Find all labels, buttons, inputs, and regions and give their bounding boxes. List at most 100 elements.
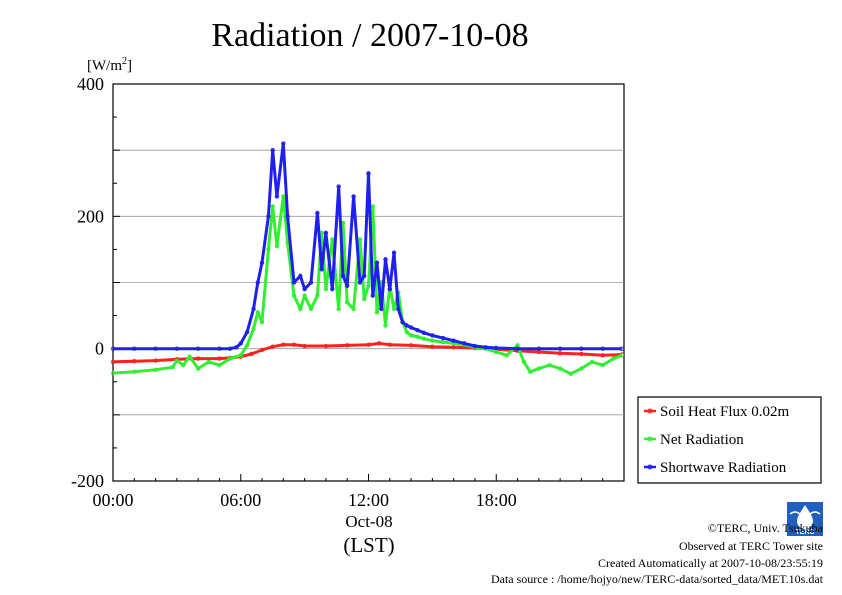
legend-item-shortwave-radiation: Shortwave Radiation [644,460,787,476]
data-point-net-radiation [206,359,212,365]
data-point-shortwave-radiation [330,286,335,292]
data-point-shortwave-radiation [345,283,350,289]
x-tick-label: 06:00 [220,490,261,510]
data-point-net-radiation [547,363,552,368]
data-point-shortwave-radiation [579,346,584,351]
data-point-shortwave-radiation [536,346,542,351]
data-point-soil-heat-flux [259,347,265,353]
data-point-shortwave-radiation [366,171,371,176]
data-point-net-radiation [217,363,222,368]
data-point-shortwave-radiation [274,194,280,199]
data-point-soil-heat-flux [132,359,137,364]
data-point-net-radiation [274,243,280,249]
data-point-soil-heat-flux [579,351,584,357]
data-point-net-radiation [110,370,116,376]
data-point-shortwave-radiation [217,346,222,351]
data-point-shortwave-radiation [227,346,233,351]
data-point-shortwave-radiation [351,194,356,199]
x-axis-date-label: Oct-08 [345,512,392,531]
data-point-net-radiation [181,363,186,368]
data-point-net-radiation [430,338,435,343]
data-point-shortwave-radiation [600,346,605,351]
data-point-shortwave-radiation [315,210,320,216]
data-point-soil-heat-flux [430,344,435,349]
data-point-net-radiation [557,366,563,371]
x-tick-label: 00:00 [92,490,133,510]
data-point-net-radiation [408,333,414,338]
y-tick-label: -200 [71,471,104,491]
data-point-soil-heat-flux [408,343,414,348]
data-point-shortwave-radiation [374,260,380,265]
data-point-net-radiation [153,367,158,373]
data-point-shortwave-radiation [270,147,275,153]
legend-marker-shortwave-radiation [647,464,653,470]
data-point-shortwave-radiation [298,273,303,279]
data-point-net-radiation [536,366,542,371]
data-point-shortwave-radiation [404,323,410,328]
data-point-net-radiation [302,293,307,298]
data-point-shortwave-radiation [494,345,499,351]
legend-marker-soil-heat-flux [647,408,653,414]
data-point-net-radiation [259,320,265,325]
data-point-shortwave-radiation [132,346,137,351]
data-point-net-radiation [504,353,510,358]
data-point-shortwave-radiation [281,141,286,146]
data-point-shortwave-radiation [266,214,271,219]
data-point-shortwave-radiation [451,338,456,343]
data-point-shortwave-radiation [415,327,420,333]
data-point-soil-heat-flux [323,343,329,349]
data-point-net-radiation [270,204,275,209]
legend: Soil Heat Flux 0.02m Net Radiation Short… [637,396,822,484]
data-point-shortwave-radiation [396,306,401,312]
data-point-net-radiation [521,359,527,365]
data-point-net-radiation [251,326,256,332]
data-point-net-radiation [345,300,350,305]
data-point-soil-heat-flux [153,358,158,363]
data-point-net-radiation [170,364,175,370]
terc-logo-text: TERC [795,529,814,536]
data-point-shortwave-radiation [336,184,341,189]
legend-marker-net-radiation [647,436,653,442]
y-tick-label: 0 [95,339,104,359]
data-point-net-radiation [568,371,573,377]
data-point-shortwave-radiation [383,257,388,262]
data-point-net-radiation [404,329,410,335]
data-point-shortwave-radiation [400,320,405,325]
series-line-shortwave-radiation [113,142,622,351]
data-point-shortwave-radiation [251,306,256,312]
data-point-soil-heat-flux [270,344,275,349]
data-point-shortwave-radiation [379,306,384,312]
data-point-soil-heat-flux [195,356,201,361]
created-note: Created Automatically at 2007-10-08/23:5… [598,556,823,570]
data-point-net-radiation [266,247,271,252]
legend-item-net-radiation: Net Radiation [644,432,744,448]
data-point-shortwave-radiation [174,346,180,351]
data-point-shortwave-radiation [110,346,116,351]
data-point-net-radiation [298,306,303,312]
data-point-net-radiation [315,293,320,298]
series-lines [110,141,625,377]
data-point-shortwave-radiation [340,273,346,279]
data-point-shortwave-radiation [515,346,520,351]
data-point-net-radiation [611,356,616,361]
data-point-net-radiation [244,343,250,348]
legend-label-net-radiation: Net Radiation [660,432,744,448]
data-point-shortwave-radiation [238,341,243,346]
data-point-shortwave-radiation [362,273,367,279]
data-point-shortwave-radiation [472,343,478,349]
data-point-shortwave-radiation [302,286,307,292]
data-point-shortwave-radiation [234,345,239,350]
data-point-shortwave-radiation [391,250,397,255]
data-point-shortwave-radiation [557,346,563,351]
data-point-shortwave-radiation [408,325,414,330]
terc-logo-wave-icon [789,511,801,515]
data-point-soil-heat-flux [376,341,382,346]
data-point-soil-heat-flux [291,342,297,347]
data-point-net-radiation [383,323,388,328]
data-point-shortwave-radiation [153,346,158,351]
data-point-shortwave-radiation [195,346,201,351]
data-point-shortwave-radiation [619,346,625,351]
data-point-soil-heat-flux [249,351,254,357]
data-point-net-radiation [308,306,314,312]
terc-logo-wave-icon-right [809,511,821,515]
